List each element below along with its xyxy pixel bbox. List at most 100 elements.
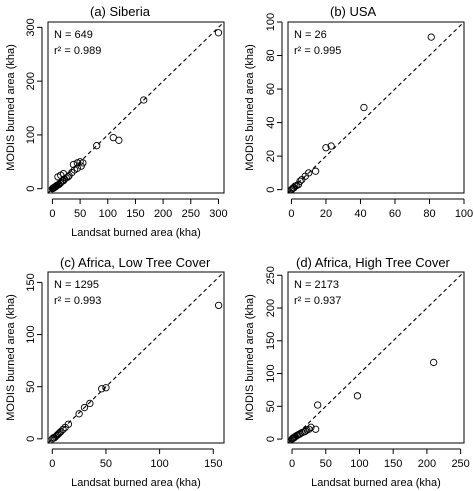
y-tick-label: 200 [265, 299, 277, 317]
plot-frame [287, 271, 465, 444]
r2-label: r² = 0.989 [54, 45, 101, 57]
y-tick-label: 80 [265, 49, 277, 61]
data-point [59, 169, 68, 178]
data-point [314, 401, 322, 409]
y-tick-label: 0 [265, 436, 277, 442]
panel-1: (a) Siberia 0 50 100 150 200 250 300 0 100 200 300 L… [5, 4, 228, 239]
y-tick-label: 150 [265, 332, 277, 350]
x-tick-label: 100 [99, 208, 117, 220]
y-axis: 0 50 100 150 [25, 273, 43, 442]
data-point [427, 33, 435, 41]
data-point [102, 384, 110, 392]
x-tick-label: 50 [74, 208, 86, 220]
y-tick-label: 100 [25, 126, 37, 144]
y-tick-label: 0 [25, 436, 37, 442]
data-point [311, 167, 320, 175]
one-to-one-line [47, 271, 225, 444]
data-points [48, 29, 223, 193]
data-point [327, 142, 335, 150]
data-point [98, 385, 106, 393]
data-point [77, 162, 85, 170]
x-tick-label: 100 [350, 458, 368, 470]
x-tick-label: 200 [154, 208, 172, 220]
n-label: N = 1295 [54, 279, 99, 291]
plot-frame [47, 21, 225, 194]
y-axis-title: MODIS burned area (kha) [244, 294, 256, 421]
x-tick-label: 80 [423, 208, 435, 220]
n-label: N = 2173 [294, 279, 339, 291]
panel-title: (c) Africa, Low Tree Cover [60, 255, 211, 270]
y-axis: 0 100 200 300 [25, 18, 43, 192]
r2-label: r² = 0.993 [54, 295, 101, 307]
y-tick-label: 40 [265, 116, 277, 128]
data-point [307, 423, 315, 431]
data-points [48, 301, 223, 443]
x-tick-label: 100 [150, 458, 168, 470]
y-tick-label: 20 [265, 150, 277, 162]
panel-2: (b) USA 0 20 40 60 80 100 0 20 40 60 80 100 MODIS bur… [244, 4, 473, 220]
y-tick-label: 300 [25, 18, 37, 36]
data-point [305, 169, 313, 177]
x-tick-label: 0 [49, 458, 55, 470]
y-tick-label: 50 [25, 381, 37, 393]
panel-title: (a) Siberia [90, 4, 151, 19]
x-tick-label: 50 [320, 458, 332, 470]
x-axis-title: Landsat burned area (kha) [311, 477, 441, 489]
x-tick-label: 200 [418, 458, 436, 470]
x-tick-label: 0 [288, 208, 294, 220]
y-axis: 0 50 100 150 200 250 [265, 266, 283, 442]
plot-frame [287, 21, 465, 194]
y-tick-label: 60 [265, 83, 277, 95]
data-point [93, 142, 101, 150]
y-tick-label: 200 [25, 72, 37, 90]
plot-frame [47, 271, 225, 444]
panel-title: (d) Africa, High Tree Cover [296, 255, 451, 270]
y-tick-label: 250 [265, 266, 277, 284]
y-axis-title: MODIS burned area (kha) [5, 294, 17, 421]
data-point [54, 173, 62, 181]
data-point [322, 144, 330, 152]
x-tick-label: 250 [451, 458, 469, 470]
data-point [64, 420, 73, 428]
y-tick-label: 100 [265, 364, 277, 382]
x-axis-title: Landsat burned area (kha) [71, 477, 201, 489]
data-point [55, 429, 63, 438]
x-tick-label: 20 [320, 208, 332, 220]
data-point [57, 427, 65, 436]
y-tick-label: 0 [25, 186, 37, 192]
x-tick-label: 150 [384, 458, 402, 470]
r2-label: r² = 0.937 [294, 295, 341, 307]
x-axis: 0 50 100 150 200 250 [289, 448, 470, 470]
x-tick-label: 250 [182, 208, 200, 220]
data-point [69, 160, 78, 169]
y-axis-title: MODIS burned area (kha) [244, 44, 256, 171]
n-label: N = 649 [54, 29, 93, 41]
one-to-one-line [287, 271, 465, 444]
data-point [59, 425, 67, 434]
one-to-one-line [287, 21, 465, 194]
data-point [214, 301, 223, 310]
x-axis: 0 50 100 150 200 250 300 [49, 198, 228, 220]
x-tick-label: 150 [126, 208, 144, 220]
x-axis-title: Landsat burned area (kha) [71, 227, 201, 239]
data-points [287, 33, 435, 194]
x-tick-label: 50 [100, 458, 112, 470]
data-point [430, 358, 438, 367]
y-tick-label: 0 [265, 187, 277, 193]
data-points [288, 358, 438, 443]
x-axis: 0 50 100 150 [49, 448, 222, 470]
data-point [214, 29, 223, 37]
x-tick-label: 150 [204, 458, 222, 470]
panel-3: (c) Africa, Low Tree Cover 0 50 100 150 0 50 10… [5, 255, 225, 489]
y-tick-label: 100 [25, 325, 37, 343]
data-point [294, 180, 303, 189]
data-point [360, 103, 368, 112]
one-to-one-line [47, 21, 225, 194]
data-point [80, 403, 89, 412]
y-axis: 0 20 40 60 80 100 [265, 13, 283, 193]
data-point [115, 136, 123, 144]
x-tick-label: 100 [455, 208, 473, 220]
y-axis-title: MODIS burned area (kha) [5, 44, 17, 171]
data-point [73, 164, 81, 172]
